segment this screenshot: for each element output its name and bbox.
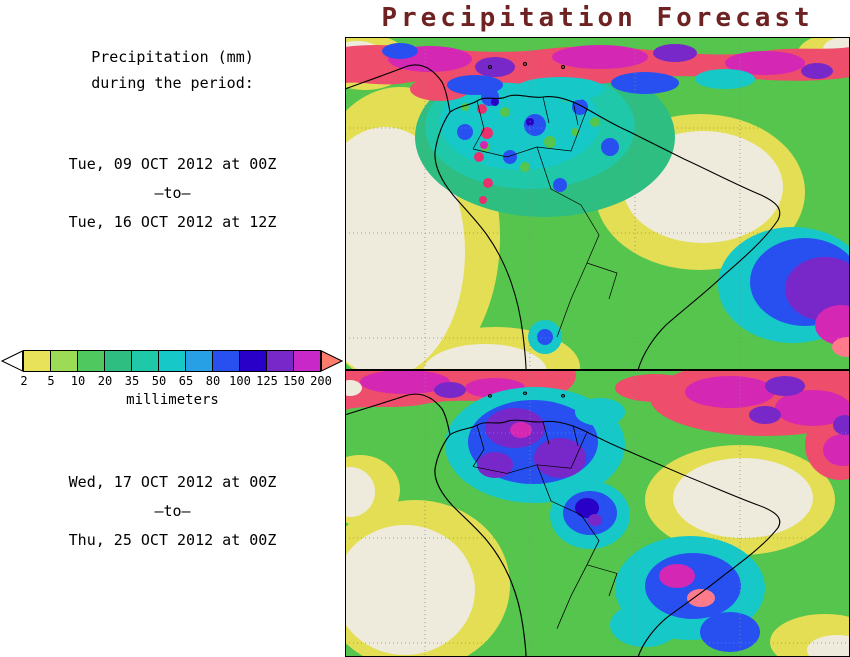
colorbar-tick: 10 <box>70 374 86 388</box>
legend-heading: Precipitation (mm) during the period: <box>0 44 345 96</box>
colorbar-segments <box>23 350 321 372</box>
light-precip-areas <box>345 445 850 657</box>
colorbar-segment <box>158 351 185 371</box>
period-2-separator: –to– <box>154 502 191 520</box>
period-1-end: Tue, 16 OCT 2012 at 12Z <box>68 213 277 231</box>
colorbar-segment <box>131 351 158 371</box>
amazon-heavy-precip <box>415 57 675 217</box>
colorbar-tick: 20 <box>97 374 113 388</box>
heading-line-1: Precipitation (mm) <box>91 48 254 66</box>
colorbar-segment <box>266 351 293 371</box>
colorbar-tick: 65 <box>178 374 194 388</box>
colorbar-segment <box>293 351 320 371</box>
colorbar-tick: 35 <box>124 374 140 388</box>
page-title: Precipitation Forecast <box>381 3 814 33</box>
itcz-band <box>345 43 850 101</box>
colorbar-tick: 2 <box>20 374 28 388</box>
legend-panel: Precipitation (mm) during the period: Tu… <box>0 0 345 657</box>
coastlines <box>345 61 781 370</box>
colorbar-over-arrow <box>321 350 343 372</box>
colorbar <box>1 350 343 372</box>
forecast-map-week1 <box>345 37 850 370</box>
colorbar-tick: 125 <box>256 374 278 388</box>
colorbar-segment <box>104 351 131 371</box>
andes-heavy-spots <box>474 104 493 204</box>
country-borders <box>472 421 618 629</box>
colorbar-tick: 150 <box>283 374 305 388</box>
colorbar-segment <box>50 351 77 371</box>
period-2-start: Wed, 17 OCT 2012 at 00Z <box>68 473 277 491</box>
atlantic-heavy-blob <box>718 227 850 357</box>
south-cyan-blob <box>528 320 562 354</box>
atlantic-heavy-mass <box>615 370 850 480</box>
colorbar-unit-label: millimeters <box>126 392 219 408</box>
colorbar-segment <box>239 351 266 371</box>
coastlines <box>345 391 781 657</box>
period-2: Wed, 17 OCT 2012 at 00Z –to– Thu, 25 OCT… <box>0 468 345 555</box>
southeast-brazil-cluster <box>610 536 765 652</box>
west-amazon-blue-blob <box>550 481 630 549</box>
period-1-separator: –to– <box>154 184 191 202</box>
country-borders <box>472 96 618 338</box>
colorbar-tick: 100 <box>229 374 251 388</box>
week1-map-canvas <box>345 37 850 370</box>
heading-line-2: during the period: <box>91 74 254 92</box>
colorbar-tick: 200 <box>310 374 332 388</box>
period-2-end: Thu, 25 OCT 2012 at 00Z <box>68 531 277 549</box>
colorbar-segment <box>212 351 239 371</box>
colorbar-tick: 50 <box>151 374 167 388</box>
colorbar-under-arrow <box>1 350 23 372</box>
colorbar-tick: 5 <box>47 374 55 388</box>
colorbar-segment <box>24 351 50 371</box>
colorbar-ticks: 2 5 10 20 35 50 65 80 100 125 150 200 <box>1 374 345 389</box>
colorbar-tick: 80 <box>205 374 221 388</box>
forecast-map-week2 <box>345 370 850 657</box>
period-1-start: Tue, 09 OCT 2012 at 00Z <box>68 155 277 173</box>
week2-map-canvas <box>345 370 850 657</box>
colorbar-segment <box>185 351 212 371</box>
period-1: Tue, 09 OCT 2012 at 00Z –to– Tue, 16 OCT… <box>0 150 345 237</box>
colorbar-segment <box>77 351 104 371</box>
